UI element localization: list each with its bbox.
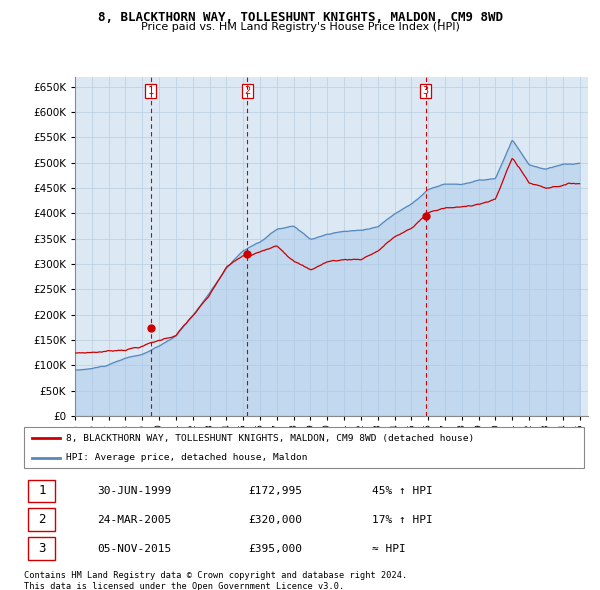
Text: This data is licensed under the Open Government Licence v3.0.: This data is licensed under the Open Gov…	[24, 582, 344, 590]
Text: 05-NOV-2015: 05-NOV-2015	[97, 543, 171, 553]
FancyBboxPatch shape	[28, 509, 55, 531]
Text: 2: 2	[38, 513, 46, 526]
Text: Price paid vs. HM Land Registry's House Price Index (HPI): Price paid vs. HM Land Registry's House …	[140, 22, 460, 32]
Text: 45% ↑ HPI: 45% ↑ HPI	[372, 486, 433, 496]
Text: 30-JUN-1999: 30-JUN-1999	[97, 486, 171, 496]
Text: 17% ↑ HPI: 17% ↑ HPI	[372, 515, 433, 525]
Text: 3: 3	[38, 542, 46, 555]
Text: 1: 1	[38, 484, 46, 497]
FancyBboxPatch shape	[24, 427, 584, 468]
Text: 24-MAR-2005: 24-MAR-2005	[97, 515, 171, 525]
Text: £320,000: £320,000	[248, 515, 302, 525]
Text: ≈ HPI: ≈ HPI	[372, 543, 406, 553]
Text: 8, BLACKTHORN WAY, TOLLESHUNT KNIGHTS, MALDON, CM9 8WD (detached house): 8, BLACKTHORN WAY, TOLLESHUNT KNIGHTS, M…	[66, 434, 475, 442]
Text: 2: 2	[244, 86, 251, 96]
Text: 1: 1	[148, 86, 154, 96]
Text: 3: 3	[422, 86, 428, 96]
FancyBboxPatch shape	[28, 480, 55, 502]
Text: 8, BLACKTHORN WAY, TOLLESHUNT KNIGHTS, MALDON, CM9 8WD: 8, BLACKTHORN WAY, TOLLESHUNT KNIGHTS, M…	[97, 11, 503, 24]
Text: HPI: Average price, detached house, Maldon: HPI: Average price, detached house, Mald…	[66, 453, 308, 462]
FancyBboxPatch shape	[28, 537, 55, 560]
Text: Contains HM Land Registry data © Crown copyright and database right 2024.: Contains HM Land Registry data © Crown c…	[24, 571, 407, 579]
Text: £172,995: £172,995	[248, 486, 302, 496]
Text: £395,000: £395,000	[248, 543, 302, 553]
